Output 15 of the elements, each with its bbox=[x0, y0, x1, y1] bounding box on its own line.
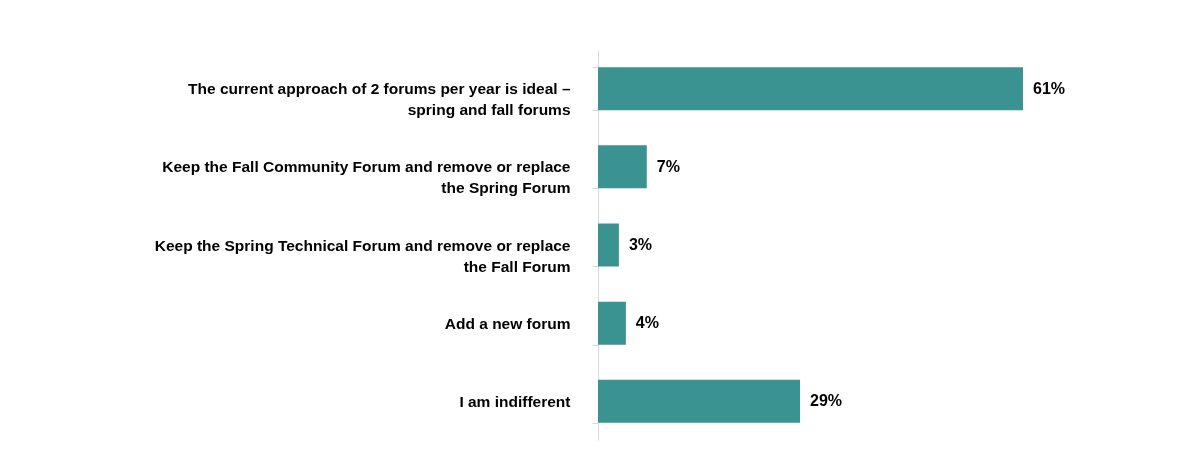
y-tick-label: Add a new forum bbox=[444, 314, 571, 332]
y-tick-label: The current approach of 2 forums per year is ideal – spring and fall forums bbox=[188, 80, 571, 119]
data-label: 61% bbox=[1033, 79, 1066, 97]
data-label: 4% bbox=[635, 314, 659, 332]
data-label: 29% bbox=[810, 392, 843, 410]
y-tick-label: Keep the Spring Technical Forum and remove or replace the Fall Forum bbox=[154, 236, 571, 275]
bar bbox=[598, 223, 619, 267]
bar bbox=[598, 301, 626, 345]
y-tick-label: Keep the Fall Community Forum and remove or replace the Spring Forum bbox=[162, 158, 571, 197]
bar bbox=[598, 379, 801, 423]
data-label: 3% bbox=[628, 236, 653, 253]
bar bbox=[598, 145, 647, 189]
data-label: 7% bbox=[656, 157, 680, 175]
y-tick-label: I am indifferent bbox=[459, 392, 571, 410]
bar bbox=[598, 67, 1023, 111]
